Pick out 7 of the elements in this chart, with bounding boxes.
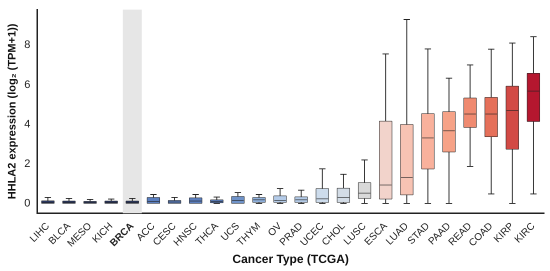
y-tick-label: 6 bbox=[24, 78, 30, 91]
y-tick-label: 0 bbox=[24, 197, 30, 210]
y-tick-label: 8 bbox=[24, 39, 30, 52]
x-axis-title: Cancer Type (TCGA) bbox=[232, 252, 349, 266]
y-axis-title: HHLA2 expression (log₂ (TPM+1)) bbox=[6, 23, 19, 200]
y-tick-label: 4 bbox=[24, 118, 30, 130]
y-tick-label: 2 bbox=[24, 158, 30, 170]
